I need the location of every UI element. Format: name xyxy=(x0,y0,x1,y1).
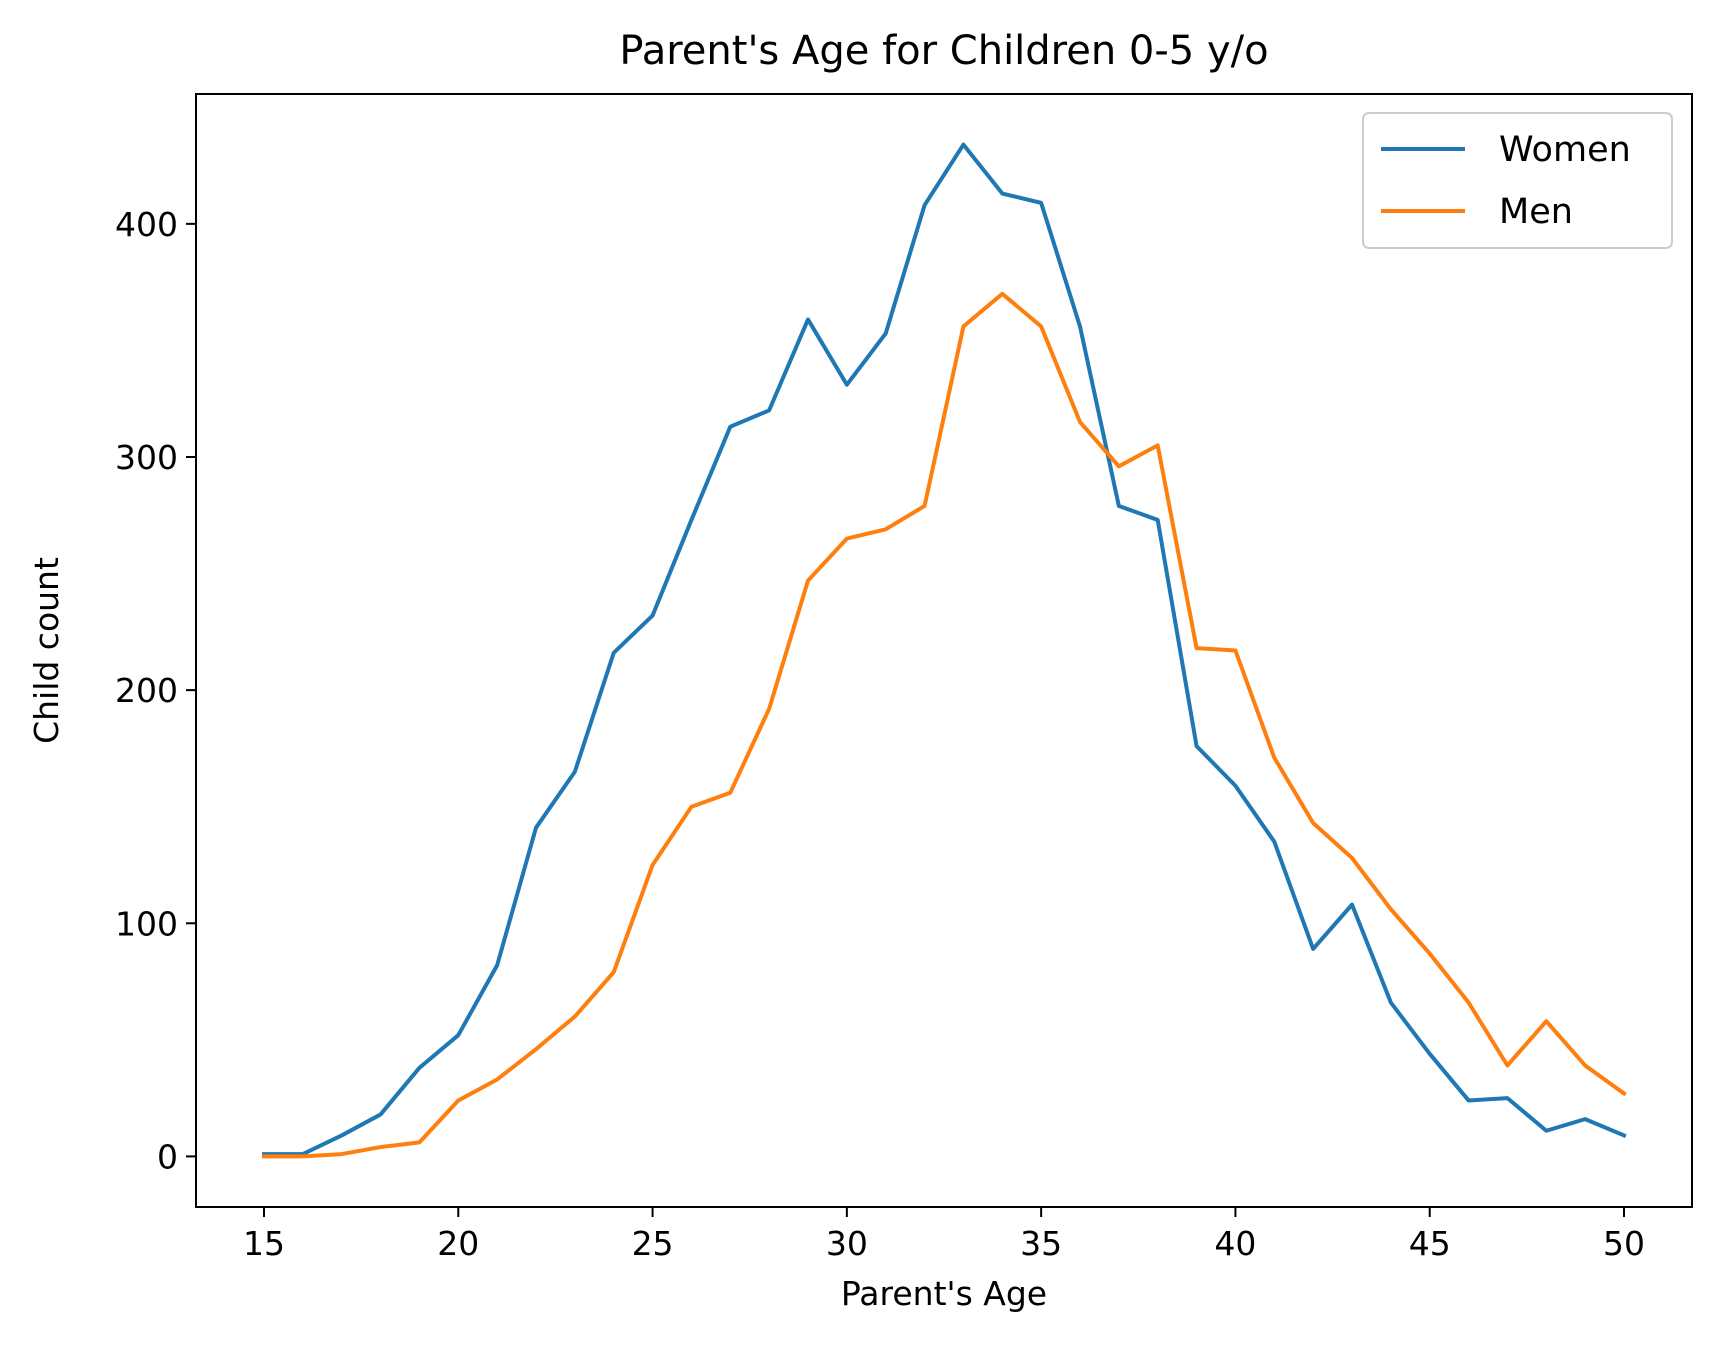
x-axis: 15 20 25 30 35 40 45 50 xyxy=(243,1207,1645,1263)
y-tick-label: 200 xyxy=(115,671,178,710)
legend: Women Men xyxy=(1362,112,1673,249)
y-tick-label: 300 xyxy=(115,438,178,477)
y-tick-label: 0 xyxy=(157,1137,178,1176)
x-tick-label: 30 xyxy=(826,1224,868,1263)
y-axis-label: Child count xyxy=(27,557,66,744)
series-line-women xyxy=(262,142,1627,1157)
legend-label-men: Men xyxy=(1499,192,1573,232)
plot-frame xyxy=(195,93,1693,1208)
x-tick-label: 50 xyxy=(1603,1224,1645,1263)
x-tick-label: 40 xyxy=(1214,1224,1256,1263)
series-lines xyxy=(262,142,1627,1159)
legend-box xyxy=(1362,112,1673,249)
legend-label-women: Women xyxy=(1499,130,1631,170)
plot-area-background xyxy=(196,94,1692,1207)
x-tick-label: 20 xyxy=(437,1224,479,1263)
x-axis-label: Parent's Age xyxy=(841,1274,1047,1313)
chart-title: Parent's Age for Children 0-5 y/o xyxy=(619,28,1268,74)
x-tick-label: 35 xyxy=(1020,1224,1062,1263)
x-tick-label: 25 xyxy=(632,1224,674,1263)
y-axis: 0 100 200 300 400 xyxy=(115,205,196,1176)
x-tick-label: 45 xyxy=(1409,1224,1451,1263)
x-tick-label: 15 xyxy=(243,1224,285,1263)
y-tick-label: 100 xyxy=(115,904,178,943)
series-line-men xyxy=(262,291,1627,1159)
y-tick-label: 400 xyxy=(115,205,178,244)
